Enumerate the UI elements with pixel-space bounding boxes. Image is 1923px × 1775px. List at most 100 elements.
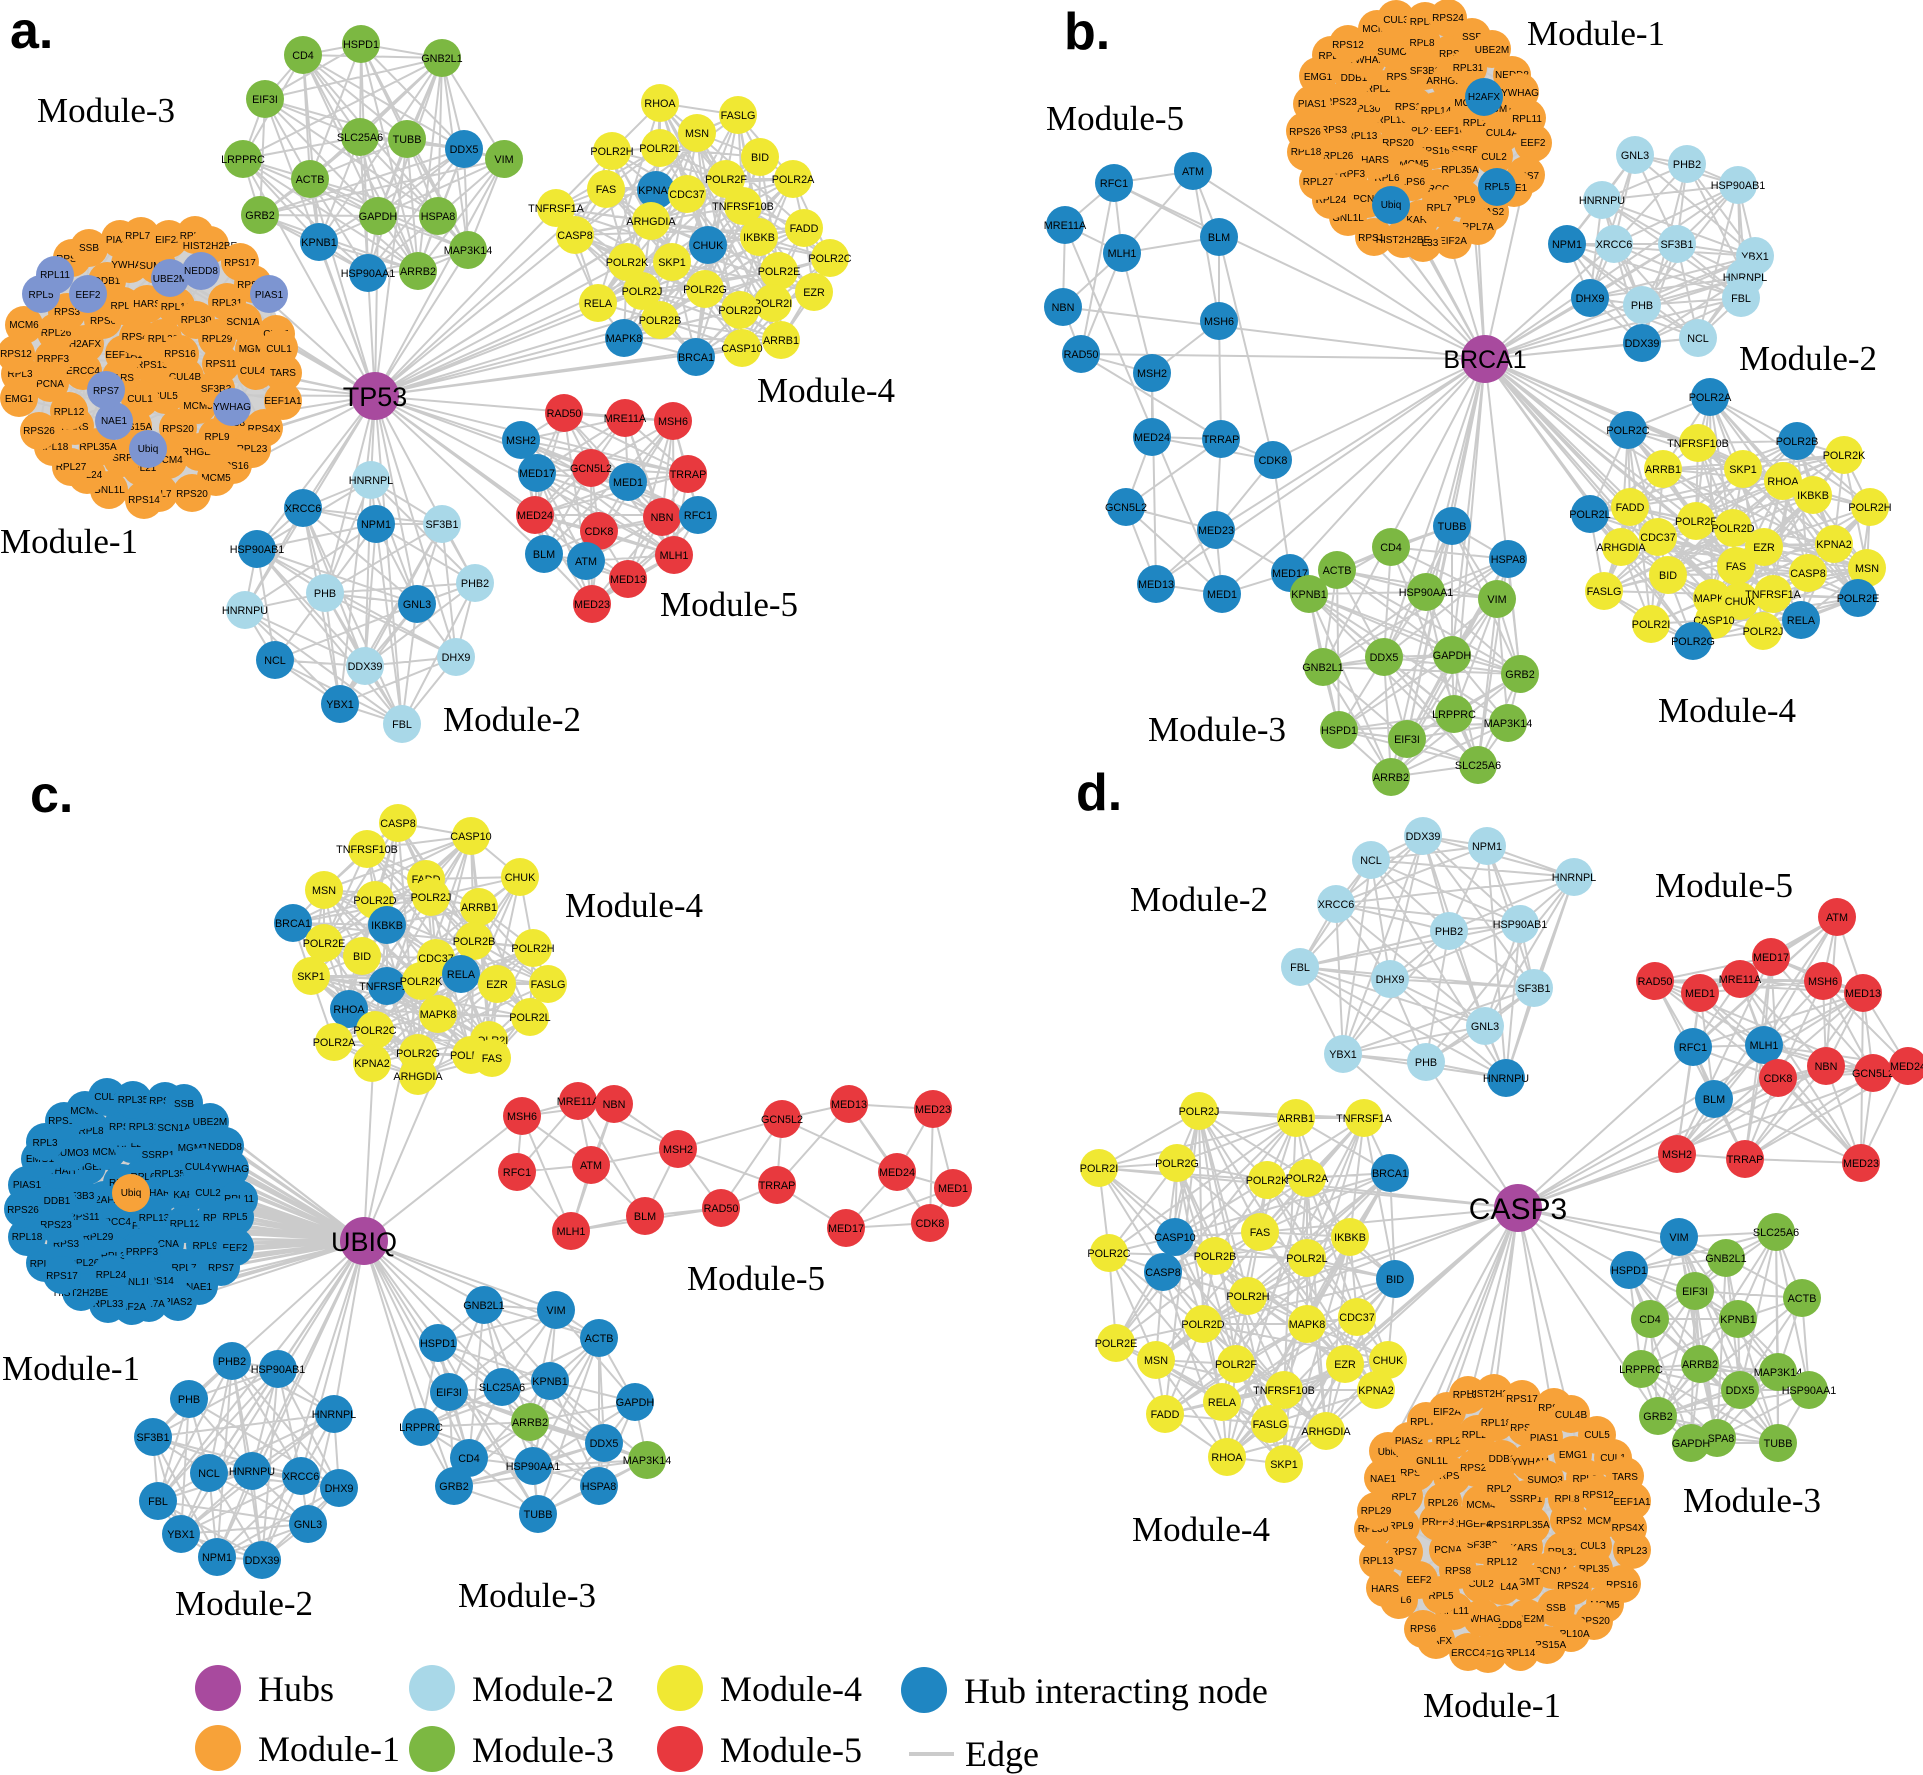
svg-text:RPL24: RPL24 — [96, 1270, 127, 1281]
svg-text:EIF2A: EIF2A — [1439, 236, 1467, 247]
svg-text:MSH6: MSH6 — [507, 1111, 537, 1123]
svg-text:NEDD8: NEDD8 — [208, 1142, 242, 1153]
svg-text:HARS: HARS — [1361, 155, 1389, 166]
svg-text:SF3B3: SF3B3 — [201, 384, 232, 395]
svg-text:RHOA: RHOA — [644, 98, 676, 110]
svg-text:RPL29: RPL29 — [1366, 84, 1397, 95]
svg-text:IKBKB: IKBKB — [743, 232, 775, 244]
svg-text:KPNB1: KPNB1 — [1291, 589, 1326, 601]
svg-text:ARRB1: ARRB1 — [461, 902, 497, 914]
svg-text:KPNB1: KPNB1 — [1720, 1314, 1755, 1326]
svg-text:RPL30: RPL30 — [1350, 104, 1381, 115]
svg-text:RPL13: RPL13 — [139, 1213, 170, 1224]
svg-text:EZR: EZR — [1334, 1359, 1356, 1371]
svg-text:GNL3: GNL3 — [1621, 150, 1649, 162]
svg-text:RPL3: RPL3 — [1318, 51, 1343, 62]
svg-text:PHB: PHB — [178, 1394, 200, 1406]
svg-text:TRRAP: TRRAP — [670, 469, 707, 481]
svg-text:POLR2D: POLR2D — [718, 305, 761, 317]
svg-text:CUL2: CUL2 — [1481, 152, 1507, 163]
svg-text:EMG1: EMG1 — [1559, 1450, 1588, 1461]
svg-text:TRRAP: TRRAP — [759, 1180, 796, 1192]
svg-text:NPM1: NPM1 — [361, 519, 391, 531]
svg-text:RPL18: RPL18 — [38, 442, 69, 453]
svg-text:RPL7A: RPL7A — [1410, 1417, 1442, 1428]
svg-text:CUL2: CUL2 — [195, 1188, 221, 1199]
svg-text:GNL3: GNL3 — [403, 599, 431, 611]
svg-text:RFC1: RFC1 — [1100, 178, 1128, 190]
svg-text:EIF3I: EIF3I — [436, 1387, 462, 1399]
svg-text:MCM4: MCM4 — [92, 1147, 122, 1158]
svg-text:PHB: PHB — [1631, 300, 1653, 312]
svg-text:RPL10A: RPL10A — [1376, 115, 1414, 126]
svg-text:SF3B1: SF3B1 — [1517, 983, 1550, 995]
svg-text:CASP8: CASP8 — [380, 818, 415, 830]
svg-text:Hub interacting node: Hub interacting node — [964, 1671, 1268, 1711]
svg-text:UBE2M: UBE2M — [1475, 45, 1509, 56]
svg-text:FASLG: FASLG — [1587, 586, 1622, 598]
svg-text:POLR2J: POLR2J — [1179, 1106, 1220, 1118]
svg-text:MGMT: MGMT — [1510, 1577, 1541, 1588]
svg-text:MSN: MSN — [312, 885, 336, 897]
svg-text:RPS12: RPS12 — [1332, 40, 1364, 51]
svg-text:RPL31: RPL31 — [212, 298, 243, 309]
svg-text:RPL30: RPL30 — [181, 315, 212, 326]
svg-text:RPL24: RPL24 — [1436, 1436, 1467, 1447]
svg-text:CASP8: CASP8 — [557, 230, 592, 242]
svg-text:FADD: FADD — [790, 223, 819, 235]
svg-text:XRCC6: XRCC6 — [285, 503, 322, 515]
svg-text:KARS: KARS — [1510, 1543, 1538, 1554]
svg-text:POLR2H: POLR2H — [511, 943, 554, 955]
svg-text:MED23: MED23 — [574, 599, 610, 611]
svg-text:RPS23: RPS23 — [1325, 97, 1357, 108]
svg-text:ATM: ATM — [575, 556, 597, 568]
svg-text:UBIQ: UBIQ — [331, 1227, 397, 1257]
svg-text:MED1: MED1 — [613, 477, 643, 489]
svg-text:ARRB1: ARRB1 — [1645, 464, 1681, 476]
svg-text:RPS7: RPS7 — [93, 386, 120, 397]
svg-text:RPL11: RPL11 — [40, 270, 70, 281]
svg-text:TNFRSF1A: TNFRSF1A — [1745, 589, 1802, 601]
svg-text:KPNA2: KPNA2 — [1358, 1385, 1393, 1397]
svg-text:SCN1A: SCN1A — [226, 317, 260, 328]
svg-text:SF3B3: SF3B3 — [1467, 1540, 1498, 1551]
svg-text:FASLG: FASLG — [531, 979, 566, 991]
svg-text:CD4: CD4 — [1639, 1314, 1661, 1326]
svg-text:POLR2L: POLR2L — [1569, 509, 1610, 521]
svg-text:CUL4A: CUL4A — [1486, 128, 1519, 139]
svg-text:SLC25A6: SLC25A6 — [479, 1382, 525, 1394]
svg-text:HSP90AB1: HSP90AB1 — [251, 1364, 306, 1376]
svg-text:NBN: NBN — [603, 1099, 626, 1111]
svg-text:Module-4: Module-4 — [757, 371, 895, 410]
svg-text:DDX5: DDX5 — [1370, 652, 1399, 664]
svg-text:Module-4: Module-4 — [1658, 691, 1796, 730]
svg-text:YWHAG: YWHAG — [211, 1164, 249, 1175]
svg-text:RPL26: RPL26 — [41, 328, 72, 339]
svg-text:Module-1: Module-1 — [1423, 1686, 1561, 1725]
svg-text:Module-4: Module-4 — [1132, 1510, 1270, 1549]
svg-text:RPS2: RPS2 — [109, 1122, 136, 1133]
svg-text:CUL5: CUL5 — [152, 391, 178, 402]
svg-text:NCL: NCL — [264, 655, 286, 667]
svg-text:EEF1G: EEF1G — [119, 1221, 152, 1232]
svg-text:NPM1: NPM1 — [1472, 841, 1502, 853]
svg-text:RPS16: RPS16 — [164, 349, 196, 360]
svg-text:HNRNPU: HNRNPU — [222, 605, 268, 617]
svg-text:RPL29: RPL29 — [202, 334, 233, 345]
svg-text:NBN: NBN — [1052, 302, 1075, 314]
svg-text:Ubiq: Ubiq — [121, 1188, 142, 1199]
svg-text:MSH2: MSH2 — [1137, 368, 1167, 380]
svg-text:DHX9: DHX9 — [1576, 293, 1605, 305]
svg-text:SSB: SSB — [174, 1099, 194, 1110]
svg-text:KARS: KARS — [173, 1190, 201, 1201]
svg-text:MED17: MED17 — [519, 468, 555, 480]
svg-text:MCM4: MCM4 — [1466, 1500, 1496, 1511]
svg-text:EIF3I: EIF3I — [1682, 1286, 1708, 1298]
svg-text:POLR2C: POLR2C — [1087, 1248, 1130, 1260]
svg-text:TARS: TARS — [108, 373, 134, 384]
svg-text:SKP1: SKP1 — [1729, 464, 1757, 476]
svg-text:GNB2L1: GNB2L1 — [463, 1300, 504, 1312]
svg-text:HARS: HARS — [133, 299, 161, 310]
svg-text:ACTB: ACTB — [1323, 565, 1352, 577]
svg-text:POLR2D: POLR2D — [353, 895, 396, 907]
